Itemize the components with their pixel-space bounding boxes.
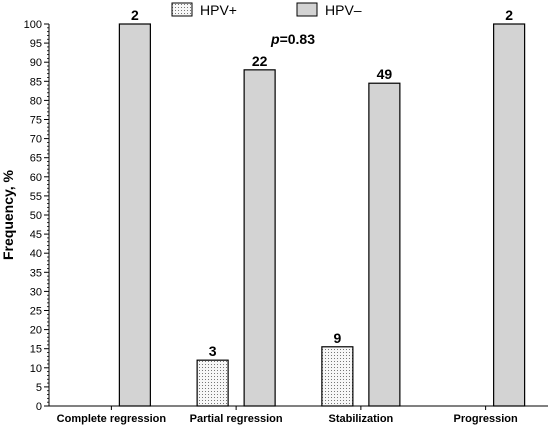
y-tick-label: 100 bbox=[24, 19, 42, 31]
y-tick-label: 90 bbox=[30, 57, 42, 69]
x-tick-label: Complete regression bbox=[57, 413, 167, 425]
data-label-hpv-negative: 49 bbox=[377, 66, 393, 82]
p-value-annotation: p=0.83 bbox=[270, 31, 315, 47]
bar-hpv-positive bbox=[196, 359, 229, 407]
y-tick-label: 30 bbox=[30, 286, 42, 298]
x-tick-label: Stabilization bbox=[328, 413, 393, 425]
y-tick-label: 5 bbox=[36, 382, 42, 394]
data-label-hpv-negative: 2 bbox=[131, 7, 139, 23]
y-tick-label: 55 bbox=[30, 191, 42, 203]
y-axis: 0 5 10 15 20 25 30 35 40 45 50 55 60 65 70 75 80 85 90 95 10… bbox=[24, 19, 50, 413]
p-value-text: =0.83 bbox=[280, 31, 316, 47]
data-label-hpv-negative: 2 bbox=[505, 7, 513, 23]
y-tick-label: 10 bbox=[30, 363, 42, 375]
legend-label-hpv-negative: HPV– bbox=[325, 2, 362, 18]
bars bbox=[118, 23, 526, 407]
bar-hpv-negative bbox=[493, 23, 526, 407]
y-tick-label: 75 bbox=[30, 115, 42, 127]
y-tick-label: 35 bbox=[30, 267, 42, 279]
y-tick-label: 45 bbox=[30, 229, 42, 241]
y-tick-label: 0 bbox=[36, 401, 42, 413]
legend-swatch-hpv-negative bbox=[296, 2, 318, 17]
y-tick-label: 85 bbox=[30, 76, 42, 88]
data-label-hpv-positive: 9 bbox=[333, 330, 341, 346]
y-tick-label: 50 bbox=[30, 210, 42, 222]
x-axis: Complete regression Partial regression Sta… bbox=[49, 405, 548, 425]
y-tick-label: 25 bbox=[30, 306, 42, 318]
y-tick-label: 60 bbox=[30, 172, 42, 184]
y-tick-label: 65 bbox=[30, 153, 42, 165]
x-tick-label: Progression bbox=[454, 413, 518, 425]
y-tick-label: 20 bbox=[30, 325, 42, 337]
bar-hpv-negative bbox=[368, 82, 401, 407]
y-tick-label: 15 bbox=[30, 344, 42, 356]
bar-hpv-positive bbox=[321, 346, 354, 407]
y-tick-label: 80 bbox=[30, 95, 42, 107]
y-tick-label: 40 bbox=[30, 248, 42, 260]
y-tick-label: 95 bbox=[30, 38, 42, 50]
legend-swatch-hpv-positive bbox=[171, 2, 193, 17]
y-tick-label: 70 bbox=[30, 134, 42, 146]
legend: HPV+ HPV– bbox=[171, 2, 362, 18]
bar-hpv-negative bbox=[118, 23, 151, 407]
y-axis-label: Frequency, % bbox=[0, 169, 16, 260]
bar-hpv-negative bbox=[243, 69, 276, 407]
legend-label-hpv-positive: HPV+ bbox=[200, 2, 237, 18]
p-value-prefix: p bbox=[270, 31, 280, 47]
data-label-hpv-positive: 3 bbox=[209, 343, 217, 359]
x-tick-label: Partial regression bbox=[190, 413, 283, 425]
data-label-hpv-negative: 22 bbox=[252, 53, 268, 69]
data-labels: 2 3 22 9 49 2 bbox=[131, 7, 513, 359]
